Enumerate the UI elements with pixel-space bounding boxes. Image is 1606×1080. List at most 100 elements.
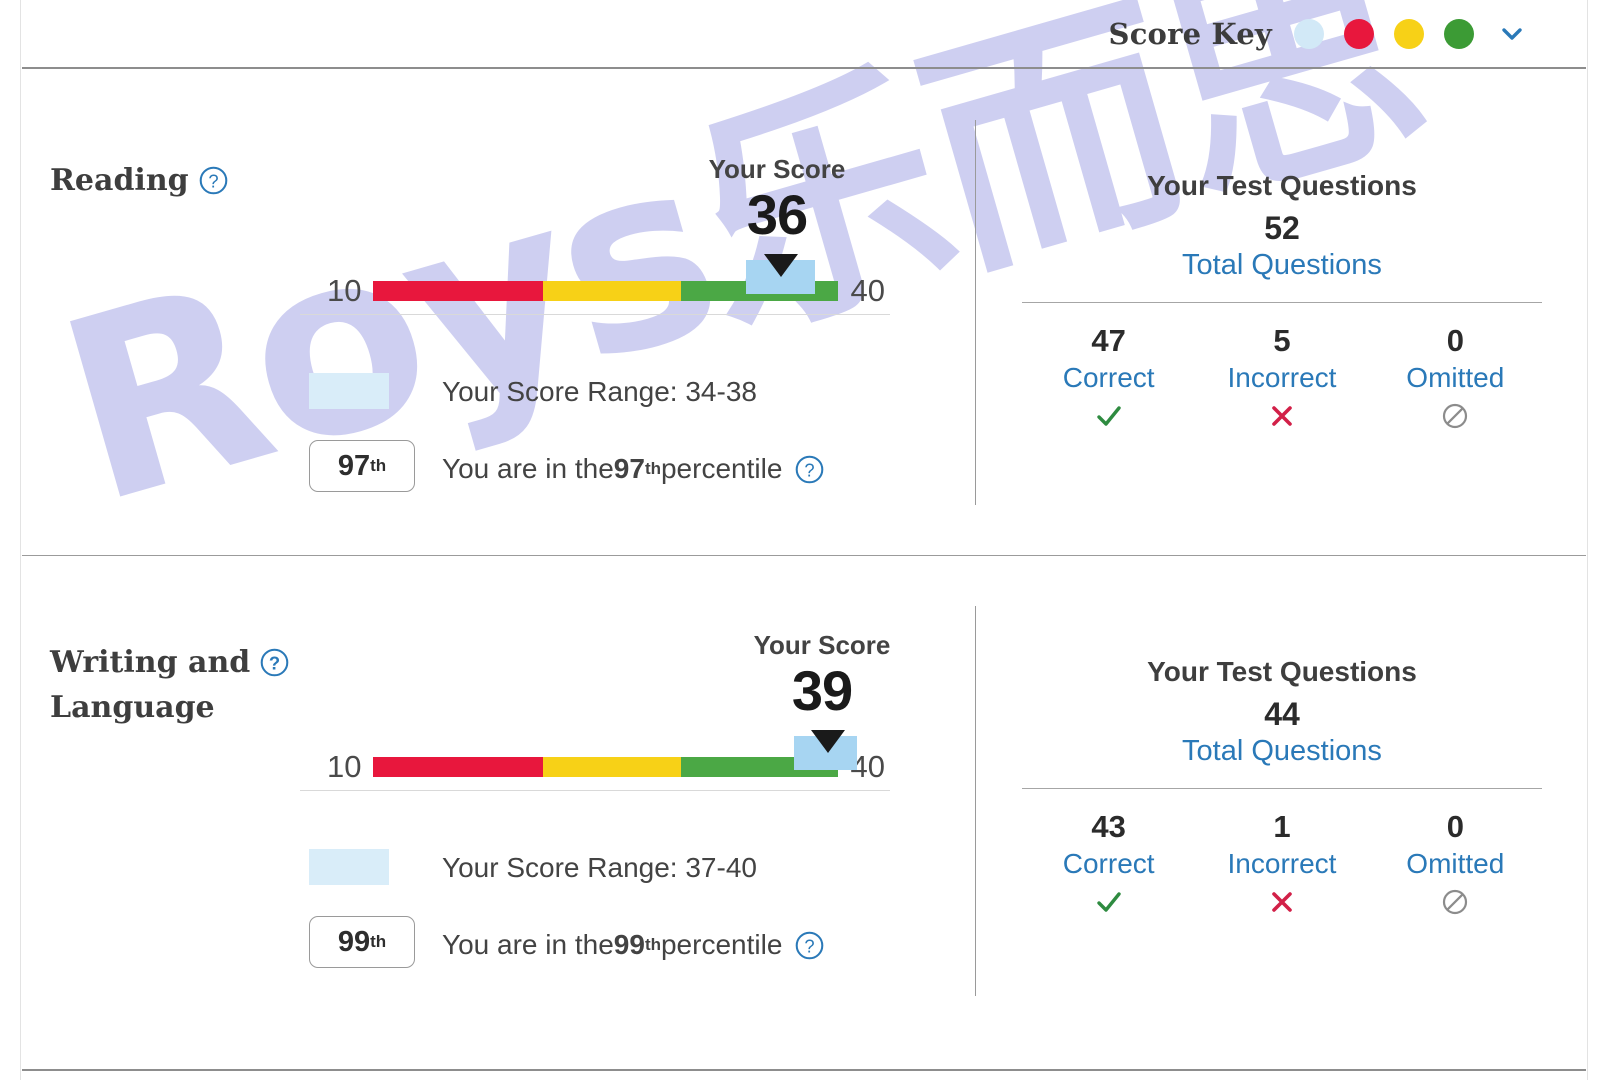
percentile-badge-value: 97 bbox=[337, 449, 371, 482]
check-icon bbox=[1022, 400, 1195, 432]
stats-total-label: Total Questions bbox=[1182, 249, 1382, 281]
stats-correct-label: Correct bbox=[1062, 848, 1155, 879]
stats-title: Your Test Questions bbox=[1147, 656, 1417, 687]
stats-col-omitted: 0 Omitted bbox=[1369, 323, 1542, 432]
bar-segment-low bbox=[373, 756, 544, 777]
stats-columns: 43 Correct 1 Incorrect bbox=[1022, 809, 1542, 918]
scale-min-label: 10 bbox=[327, 749, 362, 784]
stats-col-correct: 47 Correct bbox=[1022, 323, 1195, 432]
percentile-value: 99 bbox=[613, 929, 645, 960]
score-range-label: Your Score Range: 37-40 bbox=[442, 852, 757, 883]
reading-score-bar: 10 40 bbox=[327, 275, 885, 306]
chevron-down-icon[interactable] bbox=[1498, 20, 1526, 48]
your-score-caption: Your Score bbox=[708, 154, 846, 184]
subject-title-writing: Writing and ? Language bbox=[50, 640, 290, 730]
svg-text:?: ? bbox=[805, 935, 815, 956]
question-mark-circle-icon[interactable]: ? bbox=[794, 930, 825, 961]
section-writing: Writing and ? Language Your Score 39 10 bbox=[22, 558, 1586, 1068]
footer-divider bbox=[22, 1069, 1586, 1071]
writing-stats-panel: Your Test Questions 44 Total Questions 4… bbox=[1022, 656, 1542, 918]
stats-col-omitted: 0 Omitted bbox=[1369, 809, 1542, 918]
page-left-border bbox=[20, 0, 21, 1080]
score-range-label: Your Score Range: 34-38 bbox=[442, 376, 757, 407]
stats-col-incorrect: 1 Incorrect bbox=[1195, 809, 1368, 918]
stats-title: Your Test Questions bbox=[1147, 170, 1417, 201]
bar-baseline bbox=[300, 790, 890, 791]
stats-col-incorrect: 5 Incorrect bbox=[1195, 323, 1368, 432]
score-key-label: Score Key bbox=[1108, 17, 1272, 51]
your-score-value: 39 bbox=[791, 659, 853, 722]
subject-title-text: Reading bbox=[50, 163, 189, 198]
score-bar-track bbox=[373, 756, 839, 777]
stats-omitted-label: Omitted bbox=[1406, 848, 1505, 879]
score-key-dot-mid bbox=[1394, 19, 1424, 49]
scale-max-label: 40 bbox=[850, 273, 885, 308]
bar-segment-low bbox=[373, 280, 544, 301]
question-mark-circle-icon[interactable]: ? bbox=[198, 165, 229, 196]
question-mark-circle-icon[interactable]: ? bbox=[259, 647, 290, 678]
percentile-badge-value: 99 bbox=[337, 925, 371, 958]
cross-icon bbox=[1195, 886, 1368, 918]
stats-divider bbox=[1022, 302, 1542, 303]
stats-total-label: Total Questions bbox=[1182, 735, 1382, 767]
header-divider bbox=[22, 67, 1586, 69]
stats-total-number: 44 bbox=[1264, 696, 1300, 732]
score-key-dot-correct bbox=[1444, 19, 1474, 49]
score-key-header: Score Key bbox=[22, 0, 1586, 68]
writing-vertical-divider bbox=[975, 606, 976, 996]
no-entry-icon bbox=[1369, 400, 1542, 432]
score-pointer-icon bbox=[764, 254, 798, 277]
percentile-suffix-text: percentile bbox=[660, 929, 783, 960]
stats-incorrect-label: Incorrect bbox=[1227, 848, 1337, 879]
subject-title-line1: Writing and bbox=[50, 645, 251, 680]
stats-incorrect-label: Incorrect bbox=[1227, 362, 1337, 393]
percentile-suffix-text: percentile bbox=[660, 453, 783, 484]
no-entry-icon bbox=[1369, 886, 1542, 918]
stats-correct-number: 47 bbox=[1091, 323, 1126, 358]
score-range-swatch bbox=[309, 849, 389, 885]
your-score-value: 36 bbox=[746, 183, 808, 246]
stats-omitted-number: 0 bbox=[1446, 323, 1464, 358]
percentile-badge-suffix: th bbox=[370, 932, 387, 951]
svg-text:?: ? bbox=[208, 170, 218, 191]
stats-correct-label: Correct bbox=[1062, 362, 1155, 393]
scale-min-label: 10 bbox=[327, 273, 362, 308]
cross-icon bbox=[1195, 400, 1368, 432]
stats-correct-number: 43 bbox=[1091, 809, 1126, 844]
bar-segment-mid bbox=[543, 280, 682, 301]
page-right-border bbox=[1587, 0, 1588, 1080]
score-key-dot-range bbox=[1294, 19, 1324, 49]
check-icon bbox=[1022, 886, 1195, 918]
score-range-swatch bbox=[309, 373, 389, 409]
question-mark-circle-icon[interactable]: ? bbox=[794, 454, 825, 485]
subject-title-line2: Language bbox=[50, 690, 215, 725]
stats-omitted-label: Omitted bbox=[1406, 362, 1505, 393]
stats-col-correct: 43 Correct bbox=[1022, 809, 1195, 918]
svg-text:?: ? bbox=[269, 652, 280, 673]
score-pointer-icon bbox=[811, 730, 845, 753]
stats-incorrect-number: 1 bbox=[1273, 809, 1291, 844]
section-reading: Reading ? Your Score 36 10 bbox=[22, 70, 1586, 554]
stats-total-number: 52 bbox=[1264, 210, 1300, 246]
percentile-prefix: You are in the bbox=[442, 929, 614, 960]
stats-columns: 47 Correct 5 Incorrect bbox=[1022, 323, 1542, 432]
stats-incorrect-number: 5 bbox=[1273, 323, 1291, 358]
percentile-prefix: You are in the bbox=[442, 453, 614, 484]
stats-omitted-number: 0 bbox=[1446, 809, 1464, 844]
score-key-dot-incorrect bbox=[1344, 19, 1374, 49]
reading-stats-panel: Your Test Questions 52 Total Questions 4… bbox=[1022, 170, 1542, 432]
percentile-badge-suffix: th bbox=[370, 456, 387, 475]
subject-title-reading: Reading ? bbox=[50, 158, 229, 203]
bar-baseline bbox=[300, 314, 890, 315]
percentile-value: 97 bbox=[613, 453, 645, 484]
reading-vertical-divider bbox=[975, 120, 976, 505]
svg-text:?: ? bbox=[805, 459, 815, 480]
percentile-suffix: th bbox=[644, 459, 661, 478]
bar-segment-mid bbox=[543, 756, 682, 777]
stats-divider bbox=[1022, 788, 1542, 789]
